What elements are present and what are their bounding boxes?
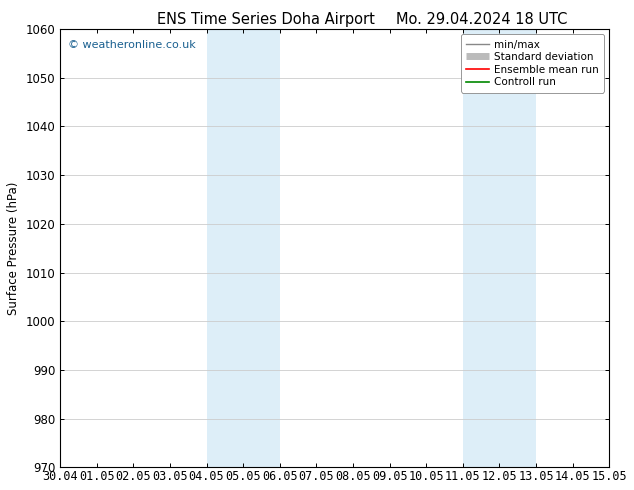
Legend: min/max, Standard deviation, Ensemble mean run, Controll run: min/max, Standard deviation, Ensemble me… xyxy=(461,34,604,93)
Y-axis label: Surface Pressure (hPa): Surface Pressure (hPa) xyxy=(7,181,20,315)
Bar xyxy=(463,29,536,467)
Text: Mo. 29.04.2024 18 UTC: Mo. 29.04.2024 18 UTC xyxy=(396,12,567,27)
Text: © weatheronline.co.uk: © weatheronline.co.uk xyxy=(68,40,196,50)
Bar xyxy=(207,29,280,467)
Text: ENS Time Series Doha Airport: ENS Time Series Doha Airport xyxy=(157,12,375,27)
